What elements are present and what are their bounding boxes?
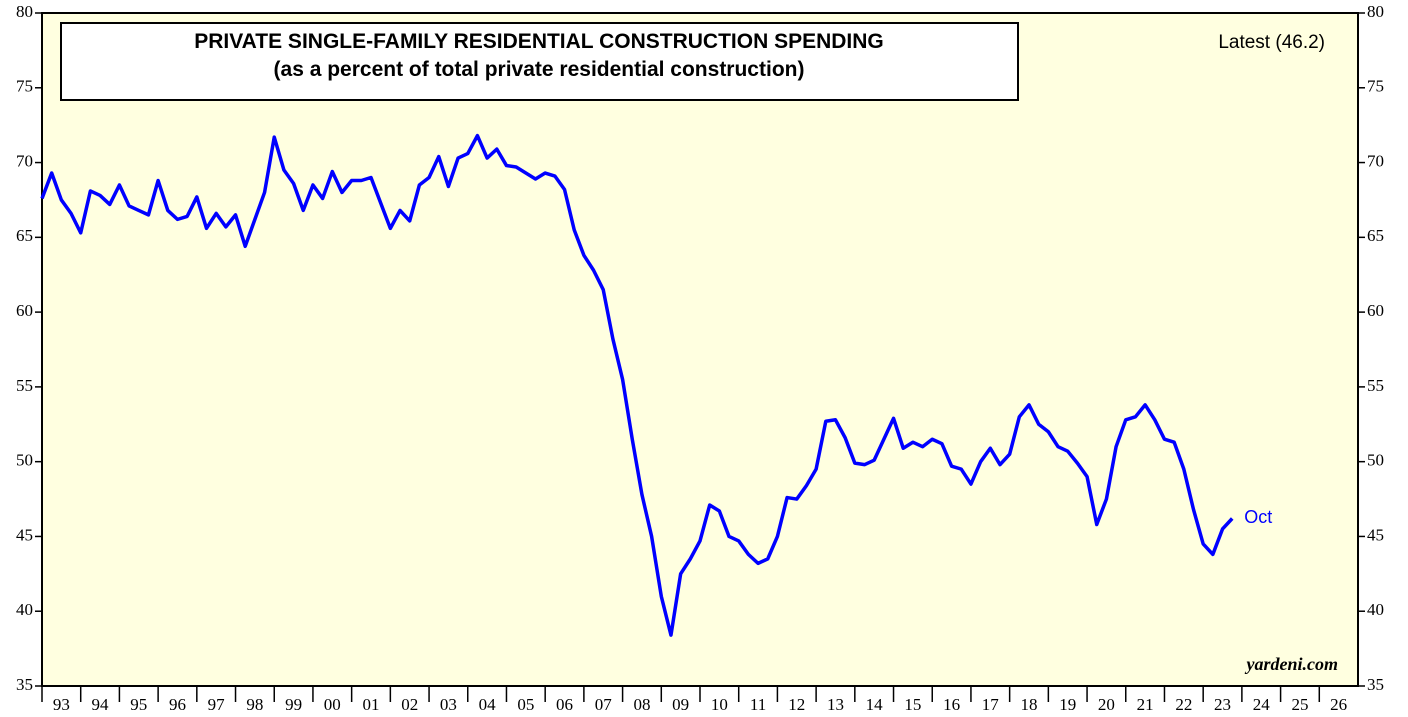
title-box [60, 22, 1019, 101]
y-tick-label: 50 [16, 451, 33, 470]
x-tick-label: 97 [208, 695, 226, 714]
x-tick-label: 12 [788, 695, 805, 714]
x-tick-label: 00 [324, 695, 341, 714]
x-tick-label: 98 [246, 695, 263, 714]
x-tick-label: 93 [53, 695, 70, 714]
x-tick-label: 09 [672, 695, 689, 714]
x-tick-label: 04 [479, 695, 497, 714]
y2-tick-label: 70 [1367, 151, 1384, 170]
x-tick-label: 21 [1137, 695, 1154, 714]
x-tick-label: 23 [1214, 695, 1231, 714]
y-tick-label: 35 [16, 675, 33, 694]
x-tick-label: 22 [1175, 695, 1192, 714]
x-tick-label: 17 [982, 695, 1000, 714]
x-tick-label: 02 [401, 695, 418, 714]
x-tick-label: 07 [595, 695, 613, 714]
y-tick-label: 65 [16, 226, 33, 245]
y2-tick-label: 60 [1367, 301, 1384, 320]
y2-tick-label: 40 [1367, 600, 1384, 619]
y2-tick-label: 55 [1367, 376, 1384, 395]
y-tick-label: 45 [16, 525, 33, 544]
x-tick-label: 06 [556, 695, 573, 714]
x-tick-label: 16 [943, 695, 960, 714]
last-point-label: Oct [1244, 507, 1272, 527]
x-tick-label: 99 [285, 695, 302, 714]
x-tick-label: 05 [517, 695, 534, 714]
x-tick-label: 95 [130, 695, 147, 714]
y2-tick-label: 80 [1367, 2, 1384, 21]
chart-title: PRIVATE SINGLE-FAMILY RESIDENTIAL CONSTR… [194, 30, 884, 53]
x-tick-label: 03 [440, 695, 457, 714]
x-tick-label: 10 [711, 695, 728, 714]
y2-tick-label: 50 [1367, 451, 1384, 470]
y2-tick-label: 65 [1367, 226, 1384, 245]
x-tick-label: 08 [633, 695, 650, 714]
x-tick-label: 24 [1253, 695, 1271, 714]
plot-area [41, 12, 1359, 687]
source-annotation: yardeni.com [1245, 654, 1339, 674]
y2-tick-label: 35 [1367, 675, 1384, 694]
chart-subtitle: (as a percent of total private residenti… [274, 58, 805, 81]
x-tick-label: 25 [1291, 695, 1308, 714]
y-tick-label: 40 [16, 600, 33, 619]
x-tick-label: 94 [92, 695, 110, 714]
x-tick-label: 15 [904, 695, 921, 714]
latest-annotation: Latest (46.2) [1218, 32, 1325, 53]
x-tick-label: 14 [866, 695, 884, 714]
x-tick-label: 01 [363, 695, 380, 714]
x-tick-label: 13 [827, 695, 844, 714]
data-line [40, 133, 1234, 637]
y2-tick-label: 45 [1367, 525, 1384, 544]
x-tick-label: 20 [1098, 695, 1115, 714]
x-tick-label: 11 [750, 695, 766, 714]
y2-tick-label: 75 [1367, 77, 1384, 96]
x-tick-label: 18 [1021, 695, 1038, 714]
y-tick-label: 60 [16, 301, 33, 320]
x-tick-label: 19 [1059, 695, 1076, 714]
x-tick-label: 26 [1330, 695, 1347, 714]
x-tick-label: 96 [169, 695, 186, 714]
y-tick-label: 80 [16, 2, 33, 21]
y-tick-label: 75 [16, 77, 33, 96]
y-tick-label: 55 [16, 376, 33, 395]
y-tick-label: 70 [16, 151, 33, 170]
